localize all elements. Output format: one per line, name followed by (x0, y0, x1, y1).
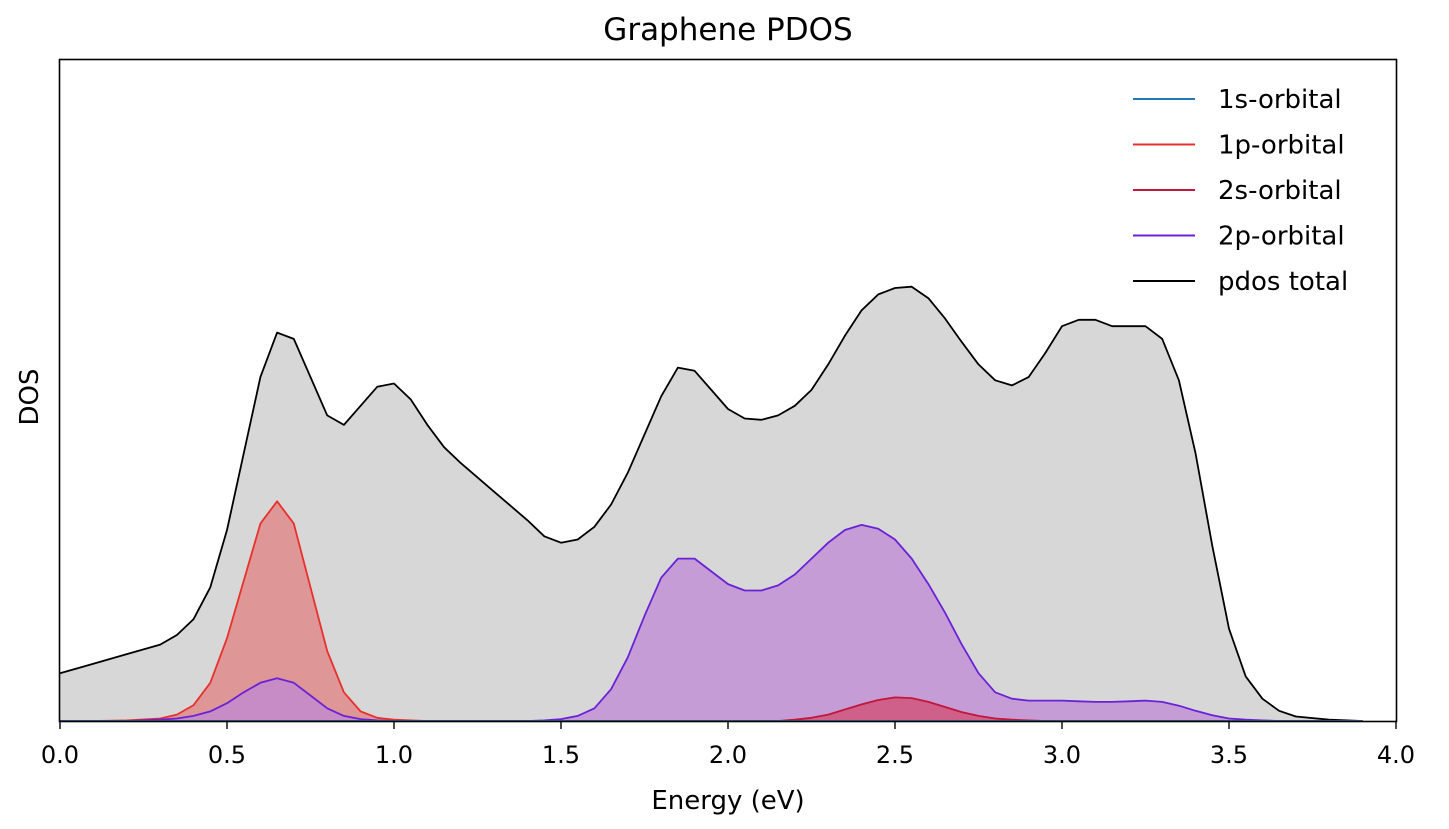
x-tick-label: 0.5 (208, 741, 246, 769)
x-tick-label: 1.0 (375, 741, 413, 769)
chart-title: Graphene PDOS (603, 12, 852, 48)
area-2p-orbital (60, 524, 1363, 721)
line-2p-orbital (60, 524, 1363, 722)
area-pdos-total (60, 286, 1363, 721)
line-pdos-total (59, 285, 1363, 722)
legend-label-1p-orbital: 1p-orbital (1218, 131, 1345, 161)
legend-label-2s-orbital: 2s-orbital (1218, 176, 1342, 206)
x-tick-label: 1.5 (542, 741, 580, 769)
y-axis-label: DOS (15, 369, 45, 426)
x-tick-label: 0.0 (41, 741, 79, 769)
x-tick-label: 4.0 (1377, 741, 1415, 769)
x-axis: 0.0 0.5 1.0 1.5 2.0 2.5 3.0 3.5 4.0 (41, 721, 1415, 769)
plot-area (59, 285, 1363, 722)
x-tick-label: 2.5 (876, 741, 914, 769)
x-axis-label: Energy (eV) (651, 786, 804, 816)
legend-label-1s-orbital: 1s-orbital (1218, 85, 1342, 115)
legend-label-pdos-total: pdos total (1218, 267, 1348, 297)
x-tick-label: 3.0 (1043, 741, 1081, 769)
legend: 1s-orbital 1p-orbital 2s-orbital 2p-orbital… (1133, 85, 1348, 297)
legend-label-2p-orbital: 2p-orbital (1218, 222, 1345, 252)
x-tick-label: 3.5 (1210, 741, 1248, 769)
x-tick-label: 2.0 (709, 741, 747, 769)
